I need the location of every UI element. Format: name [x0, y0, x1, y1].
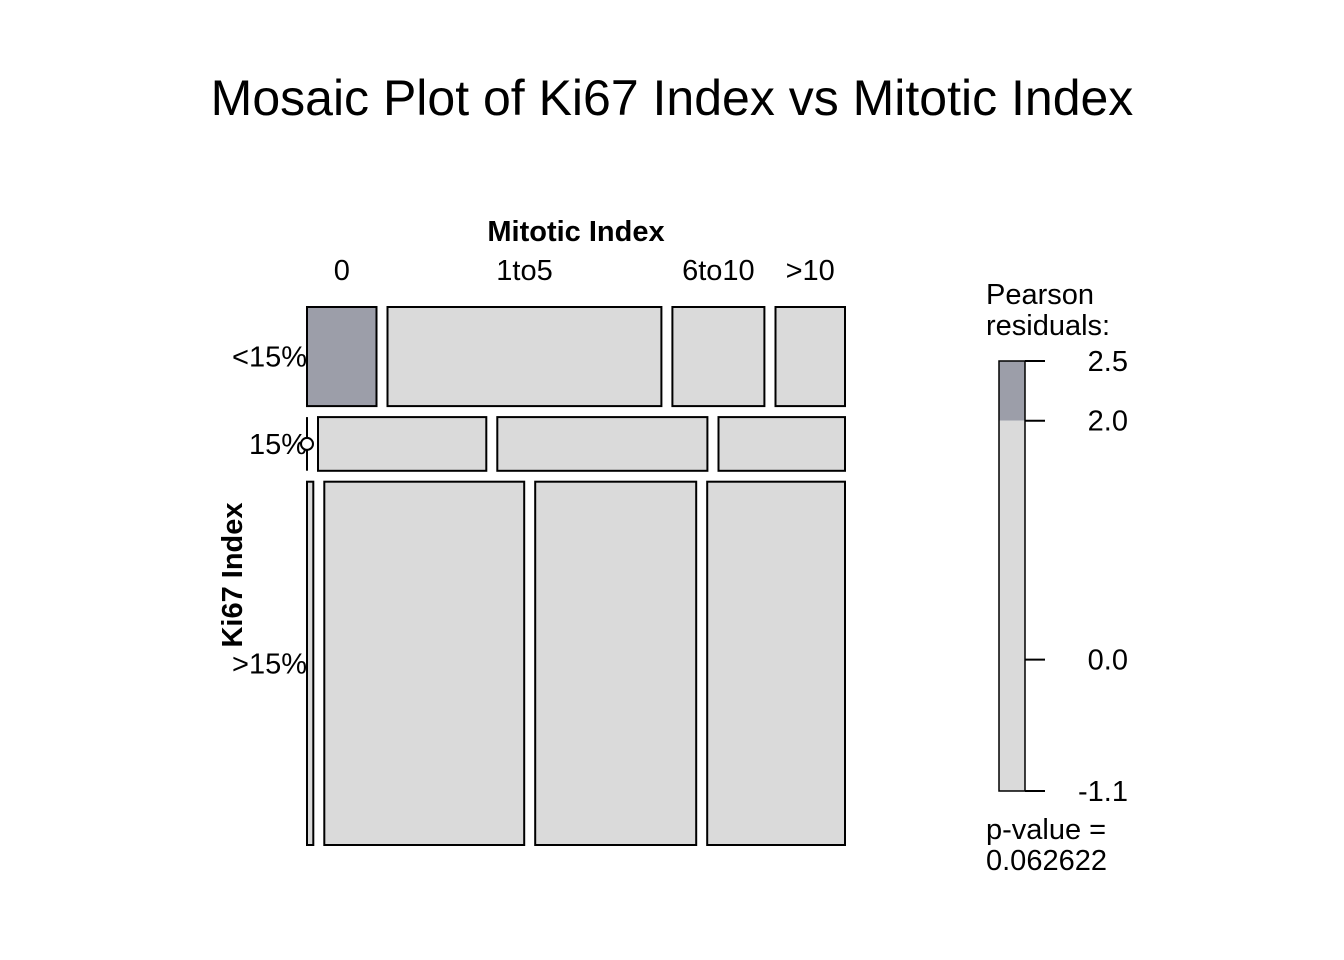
y-axis-title: Ki67 Index	[217, 502, 249, 647]
tile-gt15pct-1to5	[323, 480, 526, 846]
tile-lt15pct-0	[306, 306, 378, 408]
legend-tick-label-2-5: 2.5	[1088, 346, 1128, 378]
tile-15pct-1to5	[317, 416, 488, 472]
tile-lt15pct-1to5	[386, 306, 663, 408]
legend: Pearson residuals: 2.5 2.0 0.0 -1.1 p-value…	[986, 279, 1128, 877]
column-label-6to10: 6to10	[682, 255, 755, 287]
row-label-gt15pct: >15%	[232, 648, 307, 680]
x-axis-title: Mitotic Index	[487, 216, 664, 248]
legend-tick-label--1-1: -1.1	[1078, 776, 1128, 808]
legend-title-line1: Pearson	[986, 279, 1094, 311]
row-label-lt15pct: <15%	[232, 342, 307, 374]
chart-title: Mosaic Plot of Ki67 Index vs Mitotic Ind…	[211, 70, 1134, 126]
column-label-0: 0	[334, 255, 350, 287]
tile-lt15pct-6to10	[671, 306, 766, 408]
tile-gt15pct-0	[306, 480, 315, 846]
legend-tick-label-2-0: 2.0	[1088, 406, 1128, 438]
legend-title-line2: residuals:	[986, 310, 1110, 342]
legend-tick-label-0-0: 0.0	[1088, 645, 1128, 677]
pvalue-value: 0.062622	[986, 845, 1107, 877]
column-labels: 0 1to5 6to10 >10	[334, 255, 835, 287]
tile-lt15pct-gt10	[774, 306, 846, 408]
legend-color-bar	[998, 360, 1026, 792]
tile-gt15pct-gt10	[706, 480, 847, 846]
column-label-1to5: 1to5	[496, 255, 552, 287]
row-label-15pct: 15%	[249, 429, 307, 461]
pvalue-label: p-value =	[986, 814, 1106, 846]
tile-gt15pct-6to10	[534, 480, 698, 846]
mosaic-tiles	[300, 306, 847, 846]
zero-marker-15pct-0	[300, 436, 314, 451]
legend-segment-neutral	[999, 420, 1025, 791]
legend-bar-outline	[998, 360, 1026, 792]
tile-15pct-6to10	[496, 416, 709, 472]
tile-15pct-gt10	[717, 416, 846, 472]
legend-ticks: 2.5 2.0 0.0 -1.1	[1025, 346, 1128, 808]
row-labels: <15% 15% >15%	[232, 342, 307, 681]
legend-segment-positive	[999, 361, 1025, 421]
column-label-gt10: >10	[786, 255, 835, 287]
